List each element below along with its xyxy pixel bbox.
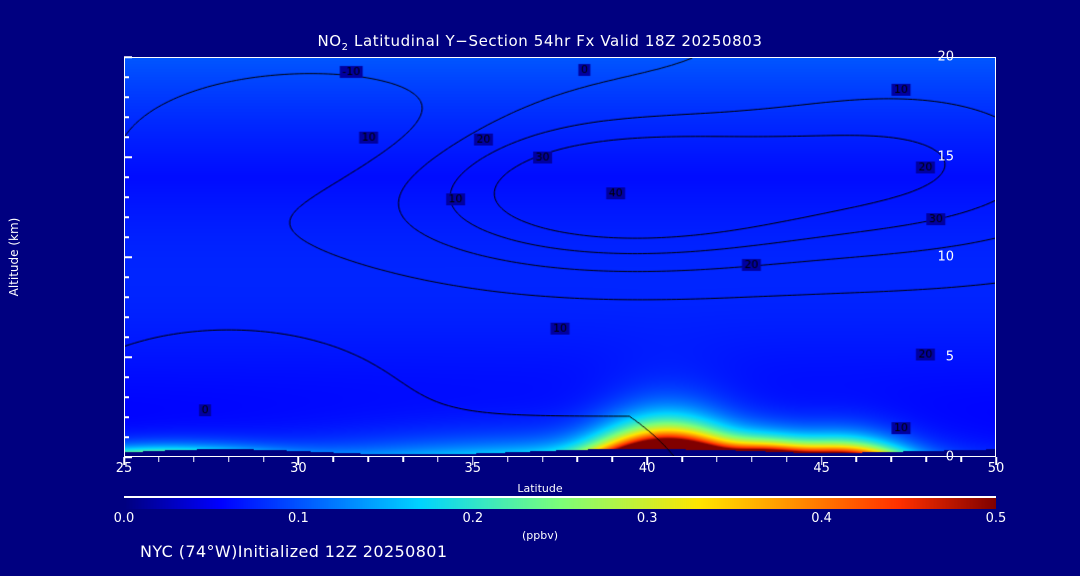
x-tick-mark — [716, 457, 718, 462]
x-tick-label: 40 — [638, 461, 656, 476]
x-tick-label: 30 — [290, 461, 307, 476]
x-tick-mark — [402, 457, 404, 462]
colorbar-tick-label: 0.5 — [985, 511, 1007, 526]
y-tick-mark — [124, 396, 129, 398]
y-tick-mark — [124, 216, 129, 218]
x-tick-mark — [576, 457, 579, 462]
y-tick-mark — [124, 56, 132, 58]
y-tick-label: 20 — [937, 49, 954, 65]
colorbar-tick-label: 0.3 — [636, 511, 658, 526]
x-tick-mark — [367, 457, 369, 462]
x-tick-mark — [855, 457, 858, 462]
x-tick-mark — [820, 457, 823, 465]
x-tick-mark — [890, 457, 893, 462]
y-tick-label: 5 — [945, 349, 954, 365]
x-tick-label: 50 — [987, 461, 1005, 476]
y-tick-mark — [124, 276, 129, 278]
x-tick-mark — [227, 457, 230, 462]
colorbar-tick-label: 0.2 — [462, 511, 484, 526]
y-tick-mark — [124, 356, 132, 358]
x-tick-mark — [332, 457, 335, 462]
x-tick-mark — [437, 457, 439, 462]
x-axis-label: Latitude — [517, 482, 563, 495]
y-tick-mark — [124, 456, 132, 458]
x-tick-mark — [123, 457, 125, 465]
y-tick-mark — [124, 436, 129, 438]
y-tick-label: 15 — [937, 149, 954, 165]
y-tick-mark — [124, 156, 132, 158]
y-axis-label: Altitude (km) — [7, 217, 21, 297]
y-tick-mark — [124, 136, 129, 138]
x-tick-mark — [785, 457, 788, 462]
x-tick-mark — [995, 457, 997, 465]
x-tick-mark — [506, 457, 509, 462]
x-tick-mark — [611, 457, 614, 462]
y-tick-mark — [124, 236, 129, 238]
y-tick-mark — [124, 96, 129, 98]
x-tick-mark — [541, 457, 544, 462]
x-tick-mark — [158, 457, 160, 462]
colorbar-units-label: (ppbv) — [521, 529, 559, 542]
page-title: NO2 Latitudinal Y−Section 54hr Fx Valid … — [0, 32, 1080, 53]
y-tick-mark — [124, 196, 129, 198]
x-tick-mark — [751, 457, 753, 462]
initialization-caption: NYC (74°W)Initialized 12Z 20250801 — [140, 542, 448, 561]
x-tick-mark — [681, 457, 683, 462]
plot-area — [124, 57, 996, 457]
x-tick-mark — [646, 457, 648, 465]
colorbar-tick-label: 0.4 — [811, 511, 832, 526]
contour-field — [125, 58, 995, 456]
y-tick-mark — [124, 416, 129, 418]
x-tick-label: 45 — [813, 461, 830, 476]
y-tick-mark — [124, 116, 129, 118]
y-tick-label: 10 — [937, 249, 954, 265]
x-tick-label: 25 — [115, 461, 133, 476]
x-tick-mark — [925, 457, 927, 462]
title-subscript: 2 — [341, 42, 349, 53]
y-tick-mark — [124, 176, 129, 178]
y-tick-label: 0 — [945, 449, 954, 465]
colorbar-tick-label: 0.1 — [288, 511, 309, 526]
y-tick-mark — [124, 336, 129, 338]
colorbar — [124, 496, 996, 509]
x-tick-mark — [297, 457, 300, 465]
y-tick-mark — [124, 376, 129, 378]
y-tick-mark — [124, 256, 132, 258]
x-tick-mark — [472, 457, 474, 465]
x-tick-mark — [262, 457, 265, 462]
x-tick-mark — [193, 457, 195, 462]
y-tick-mark — [124, 296, 129, 298]
x-tick-mark — [960, 457, 962, 462]
colorbar-tick-label: 0.0 — [113, 511, 135, 526]
y-tick-mark — [124, 76, 129, 78]
title-remainder: Latitudinal Y−Section 54hr Fx Valid 18Z … — [348, 32, 763, 50]
title-species: NO — [317, 32, 342, 50]
x-tick-label: 35 — [464, 461, 482, 476]
y-tick-mark — [124, 316, 129, 318]
